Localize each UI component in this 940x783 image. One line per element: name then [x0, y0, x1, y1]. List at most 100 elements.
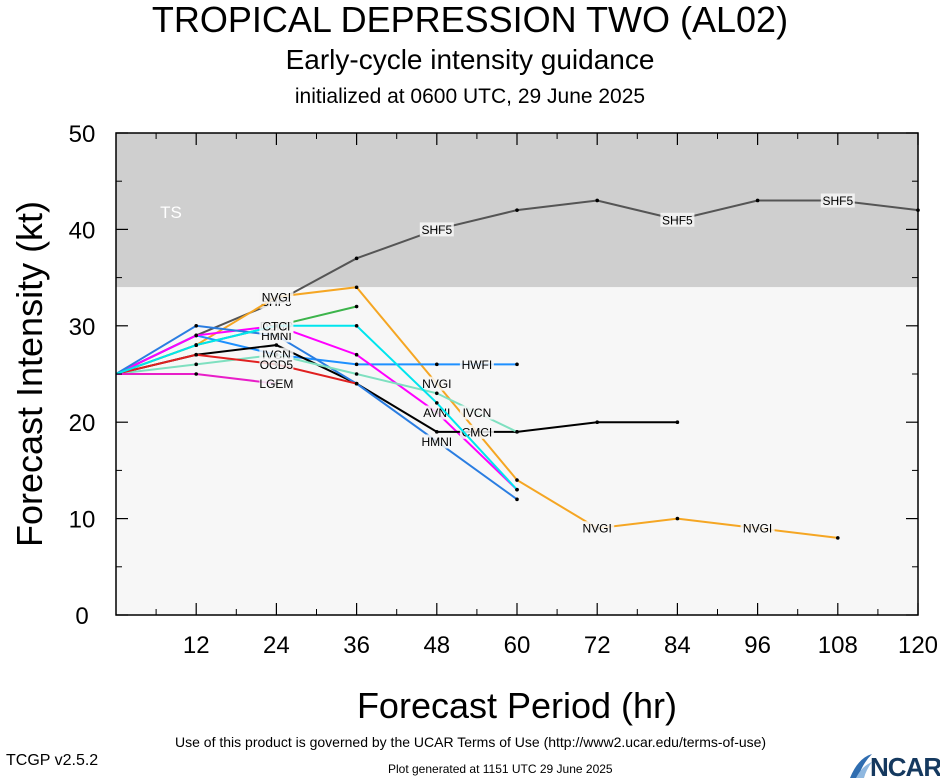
intensity-bands: TS	[116, 133, 918, 615]
series-label-bg	[459, 405, 494, 420]
data-point	[515, 362, 519, 367]
series-label: LGEM	[259, 377, 293, 391]
data-point	[354, 372, 359, 376]
data-point	[354, 256, 359, 261]
data-point	[354, 381, 359, 386]
data-point	[354, 304, 359, 309]
x-tick-label: 120	[898, 632, 938, 659]
series-label-bg	[419, 222, 454, 237]
data-point	[194, 324, 198, 328]
y-tick-label: 30	[69, 314, 96, 341]
series-label-bg	[419, 434, 454, 449]
x-tick-label: 24	[263, 632, 290, 659]
data-point	[194, 372, 198, 376]
terms-of-use: Use of this product is governed by the U…	[175, 734, 767, 750]
data-point	[354, 324, 359, 328]
series-LGEM: LGEM	[116, 372, 293, 391]
ncar-logo: NCAR	[848, 752, 940, 782]
data-point	[194, 333, 198, 338]
series-line-IVCN	[115, 353, 518, 433]
band-1	[116, 287, 918, 615]
series-label-bg	[580, 521, 615, 536]
x-tick-label: 36	[343, 632, 370, 659]
x-tick-label: 72	[584, 632, 611, 659]
y-tick-label: 40	[69, 217, 96, 244]
x-tick-label: 108	[818, 632, 858, 659]
x-axis-label: Forecast Period (hr)	[357, 685, 677, 726]
series-label-bg	[459, 357, 494, 372]
data-point	[274, 343, 279, 347]
series-label: NVGI	[262, 290, 291, 304]
data-point	[435, 391, 439, 396]
data-point	[755, 198, 760, 203]
data-point	[675, 420, 680, 425]
series-label-bg	[740, 521, 775, 536]
series-label-bg	[820, 193, 855, 208]
data-point	[515, 430, 519, 434]
series-label-bg	[259, 357, 294, 372]
series-label-bg	[459, 424, 494, 439]
data-point	[194, 352, 198, 357]
data-point	[515, 487, 519, 492]
x-tick-label: 84	[664, 632, 691, 659]
data-point	[194, 362, 198, 367]
version-label: TCGP v2.5.2	[6, 752, 99, 769]
generated-time: Plot generated at 1151 UTC 29 June 2025	[388, 762, 613, 776]
series-label: HWFI	[462, 358, 493, 372]
chart-subtitle: Early-cycle intensity guidance	[285, 44, 655, 75]
series-label-bg	[660, 212, 695, 227]
data-point	[435, 401, 439, 405]
x-tick-label: 12	[183, 632, 210, 659]
init-time: initialized at 0600 UTC, 29 June 2025	[294, 85, 646, 108]
data-point	[354, 285, 359, 290]
chart-axes: 12 24 36 48 60 72 84 96 108 120 0 10 20 30 40 50	[69, 121, 938, 659]
series-OCD5: OCD5	[115, 352, 359, 386]
series-line-CTCI	[115, 324, 518, 491]
x-tick-label: 96	[744, 632, 771, 659]
series-label: NVGI	[583, 522, 612, 536]
data-point	[354, 362, 359, 367]
x-tick-label: 48	[423, 632, 450, 659]
series-label: HMNI	[421, 435, 452, 449]
data-point	[515, 497, 519, 502]
series-line-HMNI	[115, 324, 518, 501]
band-label-0: TS	[160, 203, 182, 222]
data-point	[595, 198, 599, 203]
data-point	[194, 343, 198, 347]
series-line-CMCI	[115, 344, 678, 433]
series-label: CMCI	[462, 425, 493, 439]
ncar-logo-text: NCAR	[870, 752, 940, 782]
chart-title: TROPICAL DEPRESSION TWO (AL02)	[151, 0, 789, 40]
series-label: CTCI	[262, 319, 290, 333]
data-point	[435, 362, 439, 367]
series-label-bg	[419, 405, 454, 420]
y-tick-label: 10	[69, 507, 96, 534]
x-tick-label: 60	[504, 632, 531, 659]
series-lines: SHF5SHF5SHF5SHF5NVGINVGINVGINVGIHWFIAVNI…	[115, 193, 920, 540]
series-line-OCD5	[115, 353, 357, 385]
series-label: SHF5	[822, 194, 853, 208]
series-label: IVCN	[463, 406, 492, 420]
series-label: SHF5	[421, 223, 452, 237]
series-label: NVGI	[743, 522, 772, 536]
series-label: SHF5	[662, 213, 693, 227]
series-label: NVGI	[422, 377, 451, 391]
series-label-bg	[259, 289, 294, 304]
data-point	[595, 420, 599, 425]
series-label: OCD5	[260, 358, 294, 372]
data-point	[354, 352, 359, 357]
series-line-AVNI	[115, 324, 518, 491]
y-tick-label: 20	[69, 410, 96, 437]
ncar-swoosh-icon	[850, 754, 872, 778]
y-tick-label: 50	[69, 121, 96, 148]
series-label-bg	[259, 318, 294, 333]
data-point	[515, 478, 519, 482]
series-CTCI: CTCI	[115, 318, 519, 492]
series-label-bg	[419, 376, 454, 391]
data-point	[515, 208, 519, 212]
series-label-bg	[259, 376, 294, 391]
data-point	[435, 430, 439, 434]
y-tick-label: 0	[75, 603, 88, 630]
data-point	[675, 516, 680, 521]
